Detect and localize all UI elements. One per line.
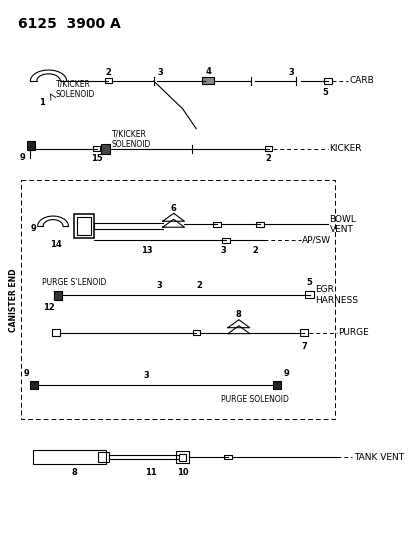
Text: 5: 5: [307, 278, 313, 287]
Text: 9: 9: [30, 224, 36, 233]
Text: 2: 2: [105, 68, 111, 77]
Bar: [265, 146, 273, 151]
Bar: [54, 291, 62, 300]
Text: KICKER: KICKER: [330, 144, 362, 153]
Text: 13: 13: [141, 246, 152, 255]
Text: PURGE SOLENOID: PURGE SOLENOID: [221, 395, 288, 404]
Text: 9: 9: [24, 369, 30, 378]
Bar: [224, 455, 232, 459]
Text: 3: 3: [144, 371, 149, 380]
Bar: [324, 78, 332, 84]
Text: 3: 3: [288, 68, 294, 77]
Text: 2: 2: [252, 246, 258, 255]
Text: 9: 9: [283, 369, 289, 378]
Text: 5: 5: [322, 88, 328, 98]
Bar: [98, 452, 109, 462]
Text: 6: 6: [171, 204, 177, 213]
Text: 14: 14: [50, 240, 62, 248]
Bar: [30, 382, 38, 389]
Text: 3: 3: [221, 246, 226, 255]
Bar: [256, 222, 264, 227]
Text: 8: 8: [71, 469, 77, 478]
Text: 2: 2: [196, 281, 202, 290]
Text: BOWL
VENT: BOWL VENT: [330, 214, 357, 234]
Text: 15: 15: [91, 154, 102, 163]
Text: 8: 8: [236, 310, 242, 319]
Text: 6125  3900 A: 6125 3900 A: [18, 17, 120, 31]
Text: 7: 7: [301, 342, 307, 351]
Bar: [105, 78, 112, 84]
Bar: [74, 214, 94, 238]
Text: 4: 4: [205, 67, 211, 76]
Text: CARB: CARB: [350, 76, 374, 85]
Text: PURGE: PURGE: [339, 328, 369, 337]
Bar: [222, 238, 230, 243]
Text: 11: 11: [145, 469, 157, 478]
Text: TANK VENT: TANK VENT: [354, 453, 404, 462]
Text: T/KICKER
SOLENOID: T/KICKER SOLENOID: [56, 79, 95, 99]
Bar: [27, 141, 35, 150]
Bar: [33, 450, 106, 464]
Bar: [273, 382, 281, 389]
Bar: [176, 451, 189, 463]
Bar: [101, 144, 110, 154]
Text: 3: 3: [156, 281, 162, 290]
Bar: [213, 222, 221, 227]
Text: CANISTER END: CANISTER END: [9, 268, 18, 332]
Bar: [77, 217, 91, 235]
Bar: [300, 329, 308, 336]
Text: AP/SW: AP/SW: [302, 236, 331, 245]
Text: 12: 12: [43, 303, 54, 312]
Bar: [93, 146, 100, 151]
Text: EGR
HARNESS: EGR HARNESS: [315, 285, 358, 304]
Text: 2: 2: [266, 154, 272, 163]
Text: 3: 3: [157, 68, 163, 77]
Bar: [193, 330, 200, 335]
Text: PURGE S’LENOID: PURGE S’LENOID: [42, 278, 106, 287]
Text: 9: 9: [19, 153, 25, 162]
Bar: [202, 77, 214, 84]
Bar: [306, 292, 314, 298]
Text: 10: 10: [177, 469, 188, 478]
Bar: [52, 329, 60, 336]
Text: 1: 1: [39, 99, 45, 107]
Bar: [179, 454, 186, 461]
Text: T/KICKER
SOLENOID: T/KICKER SOLENOID: [112, 130, 151, 149]
